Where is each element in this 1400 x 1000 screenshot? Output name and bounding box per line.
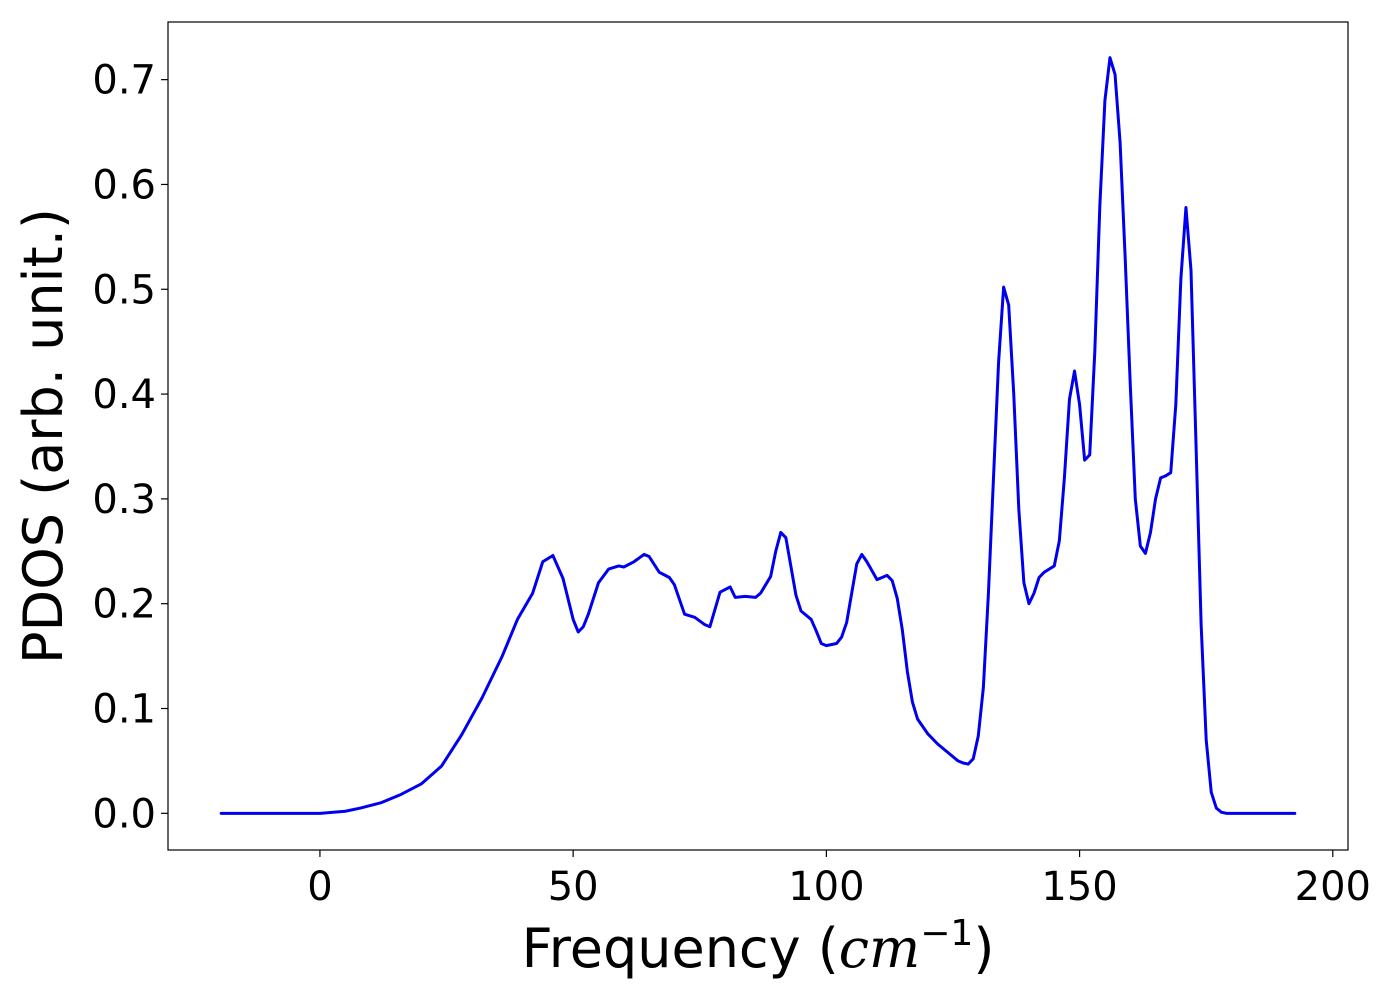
y-axis-ticks: 0.0 0.1 0.2 0.3 0.4 0.5 0.6 0.7 [92,58,168,837]
x-tick-label: 200 [1295,864,1371,910]
plot-frame [167,21,1349,851]
y-axis-label: PDOS (arb. unit.) [12,208,75,664]
y-tick-label: 0.2 [92,582,156,628]
y-tick-label: 0.3 [92,477,156,523]
y-tick-label: 0.6 [92,162,156,208]
pdos-series-line [219,56,1297,815]
x-tick-label: 50 [548,864,599,910]
x-tick-label: 0 [307,864,332,910]
y-tick-label: 0.7 [92,58,156,104]
y-tick-label: 0.5 [92,267,156,313]
y-tick-label: 0.0 [92,791,156,837]
y-tick-label: 0.4 [92,372,156,418]
y-tick-label: 0.1 [92,687,156,733]
x-axis-label: Frequency (cm−1) [522,913,995,980]
x-tick-label: 100 [788,864,864,910]
x-axis-ticks: 0 50 100 150 200 [307,850,1371,910]
x-tick-label: 150 [1041,864,1117,910]
